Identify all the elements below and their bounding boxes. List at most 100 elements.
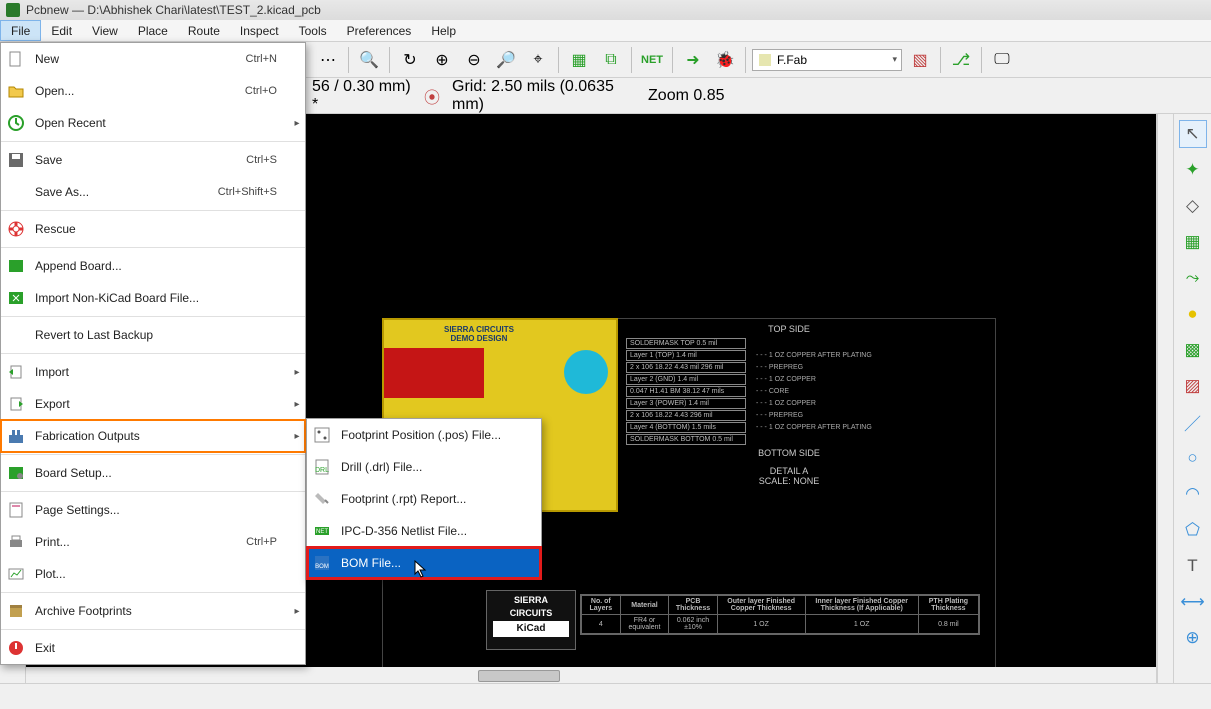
tb-zoom-out-icon[interactable]: ⊖ — [460, 46, 488, 74]
menu-file[interactable]: File — [0, 20, 41, 41]
file-menu-item[interactable]: Export▸ — [1, 388, 305, 420]
file-menu-item[interactable]: Import▸ — [1, 356, 305, 388]
menu-inspect[interactable]: Inspect — [230, 20, 289, 41]
rp-select-icon[interactable]: ↖ — [1179, 120, 1207, 148]
file-menu-item[interactable]: Exit — [1, 632, 305, 664]
file-menu-item[interactable]: Print...Ctrl+P — [1, 526, 305, 558]
submenu-item-label: IPC-D-356 Netlist File... — [337, 524, 541, 538]
file-menu-item[interactable]: Plot... — [1, 558, 305, 590]
bom-icon: BOM — [313, 554, 331, 572]
rp-local-ratsnest-icon[interactable]: ◇ — [1179, 192, 1207, 220]
tb-more-icon[interactable]: ⋯ — [314, 46, 342, 74]
tb-zoom-fit-icon[interactable]: 🔍 — [355, 46, 383, 74]
tb-refresh-icon[interactable]: ↻ — [396, 46, 424, 74]
tb-schematic-icon[interactable]: ⎇ — [947, 46, 975, 74]
submenu-arrow-icon: ▸ — [289, 367, 305, 378]
track-width-dropdown[interactable]: 56 / 0.30 mm) * — [312, 78, 412, 114]
rp-target-icon[interactable]: ⊕ — [1179, 624, 1207, 652]
rp-line-icon[interactable]: ／ — [1179, 408, 1207, 436]
submenu-item-label: Drill (.drl) File... — [337, 460, 541, 474]
file-menu: NewCtrl+NOpen...Ctrl+O Open Recent ▸ SaveCt… — [0, 42, 306, 665]
rp-polygon-icon[interactable]: ⬠ — [1179, 516, 1207, 544]
menu-help[interactable]: Help — [421, 20, 466, 41]
stackup-row: 2 x 106 18.22 4.43 mil 296 mil- - - PREP… — [626, 362, 952, 373]
tb-3d-icon[interactable]: ⧉ — [597, 46, 625, 74]
right-toolbar: ↖ ✦ ◇ ▦ ⤳ ● ▩ ▨ ／ ○ ◠ ⬠ T ⟷ ⊕ — [1173, 114, 1211, 683]
tb-zoom-area-icon[interactable]: 🔎 — [492, 46, 520, 74]
grid-dropdown[interactable]: Grid: 2.50 mils (0.0635 mm) — [452, 78, 642, 114]
file-menu-item[interactable]: Archive Footprints▸ — [1, 595, 305, 627]
menu-view[interactable]: View — [82, 20, 128, 41]
tb-script-icon[interactable]: 🖵 — [988, 46, 1016, 74]
file-menu-item[interactable]: Append Board... — [1, 250, 305, 282]
tb-drc-icon[interactable]: ➜ — [679, 46, 707, 74]
stackup-row: 2 x 106 18.22 4.43 296 mil- - - PREPREG — [626, 410, 952, 421]
menu-item-label: Fabrication Outputs — [31, 429, 201, 443]
layer-dropdown[interactable]: F.Fab — [752, 49, 902, 71]
vertical-scrollbar[interactable] — [1157, 114, 1173, 683]
rp-text-icon[interactable]: T — [1179, 552, 1207, 580]
tb-layerpair-icon[interactable]: ▧ — [906, 46, 934, 74]
svg-text:BOM: BOM — [315, 564, 329, 570]
zoom-dropdown-label: Zoom 0.85 — [648, 87, 724, 104]
file-menu-item[interactable]: Open...Ctrl+O — [1, 75, 305, 107]
tb-net-icon[interactable]: NET — [638, 46, 666, 74]
file-menu-item[interactable]: NewCtrl+N — [1, 43, 305, 75]
file-menu-item[interactable]: Fabrication Outputs▸ — [1, 420, 305, 452]
fab-icon — [7, 427, 25, 445]
menu-place[interactable]: Place — [128, 20, 178, 41]
file-menu-item[interactable]: Save As...Ctrl+Shift+S — [1, 176, 305, 208]
rp-circle-icon[interactable]: ○ — [1179, 444, 1207, 472]
tb-zoom-sel-icon[interactable]: ⌖ — [524, 46, 552, 74]
submenu-arrow-icon: ▸ — [289, 118, 305, 129]
stackup-row: Layer 1 (TOP) 1.4 mil- - - 1 OZ COPPER A… — [626, 350, 952, 361]
file-menu-item[interactable]: Rescue — [1, 213, 305, 245]
menu-tools[interactable]: Tools — [289, 20, 337, 41]
rp-via-icon[interactable]: ● — [1179, 300, 1207, 328]
fabrication-submenu-item[interactable]: Footprint Position (.pos) File... — [307, 419, 541, 451]
file-menu-item[interactable]: Import Non-KiCad Board File... — [1, 282, 305, 314]
horizontal-scrollbar[interactable] — [26, 667, 1156, 683]
fabrication-submenu-item[interactable]: DRL Drill (.drl) File... — [307, 451, 541, 483]
menu-preferences[interactable]: Preferences — [337, 20, 422, 41]
window-title: Pcbnew — D:\Abhishek Chari\latest\TEST_2… — [26, 3, 321, 17]
svg-text:DRL: DRL — [315, 467, 329, 474]
menu-route[interactable]: Route — [178, 20, 230, 41]
menu-item-label: Open Recent — [31, 116, 201, 130]
submenu-item-label: Footprint (.rpt) Report... — [337, 492, 541, 506]
stackup-detail-label: DETAIL A SCALE: NONE — [626, 466, 952, 486]
tb-footprint-icon[interactable]: ▦ — [565, 46, 593, 74]
tb-bug-icon[interactable]: 🐞 — [711, 46, 739, 74]
status-bar — [0, 683, 1211, 709]
rp-route-track-icon[interactable]: ⤳ — [1179, 264, 1207, 292]
file-menu-item[interactable]: Page Settings... — [1, 494, 305, 526]
rp-highlight-net-icon[interactable]: ✦ — [1179, 156, 1207, 184]
file-menu-item[interactable]: SaveCtrl+S — [1, 144, 305, 176]
rp-dimension-icon[interactable]: ⟷ — [1179, 588, 1207, 616]
fabrication-outputs-submenu: Footprint Position (.pos) File... DRL Dril… — [306, 418, 542, 580]
rp-zone-icon[interactable]: ▩ — [1179, 336, 1207, 364]
importnk-icon — [7, 289, 25, 307]
file-menu-item[interactable]: Revert to Last Backup — [1, 319, 305, 351]
menu-item-label: Export — [31, 397, 201, 411]
fabrication-submenu-item[interactable]: NETIPC-D-356 Netlist File... — [307, 515, 541, 547]
rp-footprint-icon[interactable]: ▦ — [1179, 228, 1207, 256]
menu-item-label: Save As... — [31, 185, 201, 199]
file-menu-item[interactable]: Board Setup... — [1, 457, 305, 489]
submenu-arrow-icon: ▸ — [289, 606, 305, 617]
grid-dropdown-label: Grid: 2.50 mils (0.0635 mm) — [452, 78, 614, 113]
menu-edit[interactable]: Edit — [41, 20, 82, 41]
menu-item-label: Print... — [31, 535, 201, 549]
file-menu-item[interactable]: Open Recent ▸ — [1, 107, 305, 139]
zoom-dropdown[interactable]: Zoom 0.85 — [648, 87, 742, 105]
tb-via-icon[interactable]: ⦿ — [424, 84, 440, 108]
fabrication-submenu-item[interactable]: Footprint (.rpt) Report... — [307, 483, 541, 515]
rp-keepout-icon[interactable]: ▨ — [1179, 372, 1207, 400]
tb-zoom-in-icon[interactable]: ⊕ — [428, 46, 456, 74]
layer-dropdown-label: F.Fab — [777, 53, 807, 67]
menu-shortcut: Ctrl+N — [201, 53, 289, 65]
title-bar: Pcbnew — D:\Abhishek Chari\latest\TEST_2… — [0, 0, 1211, 20]
pcb-component-red — [384, 348, 484, 398]
menu-shortcut: Ctrl+S — [201, 154, 289, 166]
rp-arc-icon[interactable]: ◠ — [1179, 480, 1207, 508]
